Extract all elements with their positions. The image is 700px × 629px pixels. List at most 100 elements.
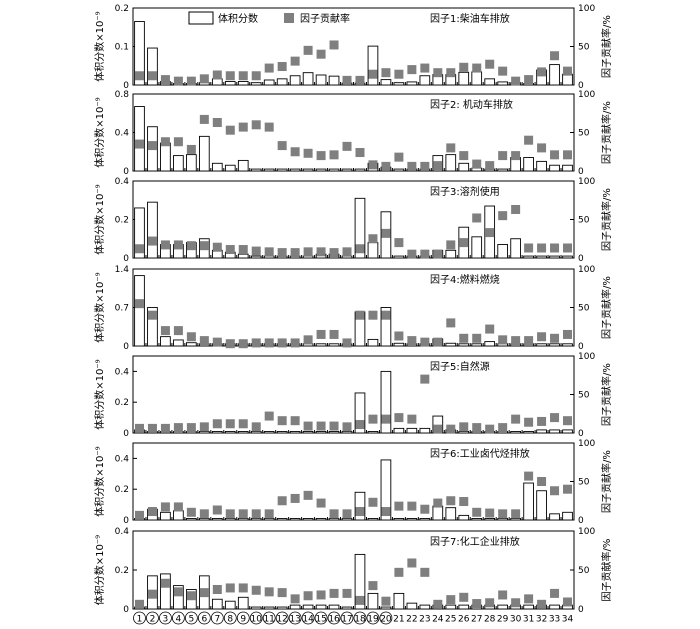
volume-bar [497, 168, 508, 172]
volume-bar [341, 168, 353, 172]
contribution-marker [563, 416, 573, 426]
x-tick-label: 7 [214, 615, 220, 625]
volume-bar [510, 431, 521, 434]
volume-bar [160, 336, 171, 347]
contribution-marker [459, 497, 469, 507]
volume-bar [289, 518, 301, 521]
volume-bar [147, 47, 158, 86]
left-axis-label: 体积分数×10⁻⁹ [93, 184, 106, 254]
legend: 体积分数 因子贡献率 [188, 11, 350, 25]
x-tick-label-circle [275, 611, 289, 625]
volume-bar [160, 573, 171, 610]
x-tick-label: 1 [137, 615, 143, 625]
volume-bar [536, 255, 547, 259]
contribution-marker [212, 242, 222, 252]
left-y-tick-label: 0.2 [115, 485, 129, 495]
x-tick-label-circle [223, 611, 237, 625]
x-tick-label-circle [340, 611, 354, 625]
contribution-marker [420, 63, 430, 73]
left-y-tick-label: 0.4 [115, 454, 130, 464]
legend-contribution-label: 因子贡献率 [300, 12, 350, 25]
volume-bar [367, 518, 379, 521]
x-tick-label-circle [197, 611, 211, 625]
contribution-marker [524, 417, 534, 427]
contribution-marker [511, 204, 521, 214]
right-y-tick-label: 50 [578, 478, 590, 488]
volume-bar [393, 342, 405, 347]
contribution-marker [238, 419, 248, 429]
contribution-marker [550, 486, 560, 496]
left-y-tick-label: 0.4 [115, 367, 130, 377]
contribution-marker [199, 241, 209, 251]
volume-bar [237, 596, 249, 610]
x-tick-label: 5 [189, 615, 195, 625]
x-tick-label-circle [249, 611, 263, 625]
x-tick-label: 11 [263, 615, 274, 625]
x-tick-label-circle [288, 611, 302, 625]
left-axis-label: 体积分数×10⁻⁹ [93, 359, 106, 429]
x-tick-label: 18 [354, 615, 366, 625]
contribution-marker [199, 114, 209, 124]
contribution-marker [407, 65, 417, 75]
right-axis-label: 因子贡献率/% [600, 539, 613, 602]
contribution-marker [303, 148, 313, 158]
contribution-marker [303, 421, 313, 431]
contribution-marker [277, 248, 287, 258]
contribution-marker [147, 507, 157, 517]
right-y-tick-label: 50 [578, 43, 590, 53]
left-y-tick-label: 0.4 [115, 129, 130, 139]
volume-bar [276, 78, 288, 86]
volume-bar [445, 604, 457, 610]
contribution-marker [433, 424, 443, 434]
contribution-marker [459, 592, 469, 602]
contribution-marker [212, 70, 222, 80]
volume-bar [328, 604, 340, 610]
volume-bar [147, 307, 158, 347]
contribution-marker [485, 424, 495, 434]
contribution-marker [329, 40, 339, 50]
contribution-marker [472, 63, 482, 73]
volume-bar [173, 510, 184, 521]
contribution-marker [550, 333, 560, 343]
right-y-tick-label: 100 [578, 527, 595, 537]
right-y-tick-label: 0 [578, 516, 584, 526]
volume-bar [549, 255, 560, 259]
volume-bar [186, 154, 197, 172]
volume-bar [367, 592, 379, 610]
left-y-tick-label: 0.1 [115, 43, 129, 53]
contribution-marker [407, 249, 417, 259]
volume-bar [562, 429, 573, 434]
volume-bar [302, 255, 314, 259]
panel-frame [132, 268, 575, 347]
volume-bar [315, 431, 327, 434]
volume-bar [147, 201, 158, 259]
x-tick-label-circle [133, 611, 146, 625]
x-tick-label: 17 [341, 615, 352, 625]
contribution-marker [186, 423, 196, 433]
volume-bar [510, 518, 521, 521]
contribution-marker [316, 590, 326, 600]
contribution-marker [485, 598, 495, 608]
contribution-marker [212, 419, 222, 429]
contribution-marker [537, 599, 547, 609]
contribution-marker [342, 509, 352, 519]
right-axis-label: 因子贡献率/% [600, 450, 613, 513]
volume-bar [211, 598, 223, 610]
volume-bar [224, 81, 236, 86]
contribution-marker [524, 75, 534, 85]
contribution-marker [342, 141, 352, 151]
volume-bar [276, 606, 288, 610]
contribution-marker [329, 150, 339, 160]
volume-bar [497, 81, 508, 86]
contribution-marker [238, 509, 248, 519]
volume-bar [199, 135, 210, 172]
volume-bar [380, 606, 392, 610]
volume-bar [380, 459, 392, 521]
volume-bar [289, 168, 301, 172]
volume-bar [471, 343, 483, 347]
panel-2: 0 0.4 0.8 0 50 100 因子2: 机动车排放 体积分数×10⁻⁹ 因子贡献率/% [93, 90, 613, 177]
volume-bar [289, 75, 301, 86]
contribution-marker [472, 213, 482, 223]
contribution-marker [277, 338, 287, 348]
